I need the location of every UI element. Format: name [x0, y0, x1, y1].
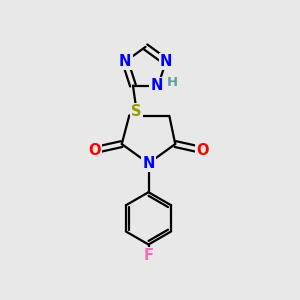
Text: S: S — [131, 104, 142, 119]
Text: H: H — [167, 76, 178, 89]
Text: F: F — [143, 248, 154, 263]
Text: O: O — [196, 142, 209, 158]
Text: N: N — [150, 78, 163, 93]
Text: N: N — [160, 54, 172, 69]
Text: O: O — [88, 142, 101, 158]
Text: N: N — [119, 54, 131, 69]
Text: N: N — [142, 156, 155, 171]
